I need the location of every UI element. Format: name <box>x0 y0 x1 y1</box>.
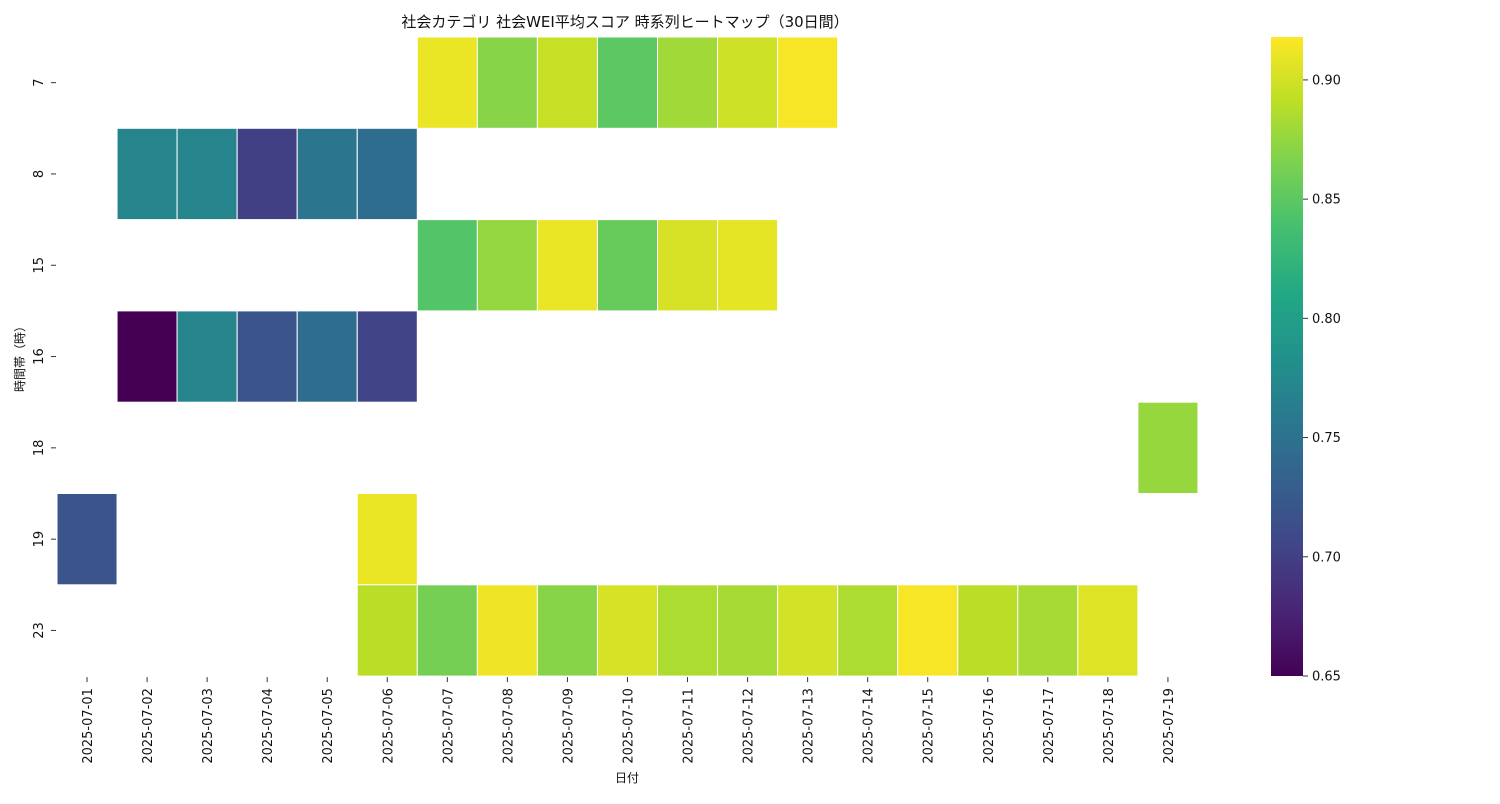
heatmap-cell <box>596 36 659 129</box>
y-tick-label: 18 <box>32 440 47 457</box>
heatmap-cell <box>416 584 478 677</box>
heatmap-cell <box>176 310 238 403</box>
heatmap-cell <box>416 219 478 312</box>
x-tick-label: 2025-07-10 <box>621 688 636 764</box>
y-tick-label: 19 <box>32 531 47 548</box>
heatmap-cell <box>56 493 118 586</box>
x-tick-label: 2025-07-14 <box>862 688 877 764</box>
heatmap-cell <box>476 584 538 677</box>
heatmap-cell <box>657 219 719 312</box>
x-tick-label: 2025-07-04 <box>261 688 276 764</box>
heatmap-cell <box>596 584 659 677</box>
heatmap-cell <box>1077 584 1139 677</box>
heatmap-cell <box>536 219 598 312</box>
heatmap-cells <box>56 36 1199 677</box>
x-tick-label: 2025-07-16 <box>982 688 997 764</box>
x-axis: 2025-07-01 2025-07-02 2025-07-03 2025-07-04… <box>81 677 1177 764</box>
heatmap-cell <box>116 310 178 403</box>
chart-title: 社会カテゴリ 社会WEI平均スコア 時系列ヒートマップ（30日間） <box>401 13 848 31</box>
heatmap-cell <box>837 584 899 677</box>
x-tick-label: 2025-07-02 <box>141 688 156 764</box>
heatmap-cell <box>236 310 298 403</box>
heatmap-cell <box>416 36 478 129</box>
heatmap-cell <box>476 36 538 129</box>
heatmap-cell <box>1017 584 1079 677</box>
x-tick-label: 2025-07-18 <box>1102 688 1117 764</box>
heatmap-cell <box>536 584 598 677</box>
y-tick-label: 7 <box>32 79 47 87</box>
x-tick-label: 2025-07-17 <box>1042 688 1057 764</box>
y-axis-label: 時間帯（時） <box>13 320 27 392</box>
x-tick-label: 2025-07-01 <box>81 688 96 764</box>
colorbar-tick-label: 0.70 <box>1312 550 1341 565</box>
heatmap-cell <box>176 127 238 221</box>
colorbar-tick-label: 0.80 <box>1312 312 1341 327</box>
heatmap-cell <box>957 584 1019 677</box>
heatmap-cell <box>657 584 719 677</box>
heatmap-cell <box>296 310 358 403</box>
heatmap-cell <box>356 584 418 677</box>
heatmap-cell <box>717 584 779 677</box>
heatmap-cell <box>1137 401 1199 495</box>
colorbar-tick-label: 0.75 <box>1312 431 1341 446</box>
heatmap-cell <box>777 584 839 677</box>
y-tick-label: 15 <box>32 257 47 274</box>
y-tick-label: 8 <box>32 170 47 178</box>
heatmap-cell <box>596 219 659 312</box>
x-tick-label: 2025-07-05 <box>321 688 336 764</box>
x-tick-label: 2025-07-11 <box>682 688 697 764</box>
colorbar-tick-label: 0.65 <box>1312 670 1341 685</box>
x-tick-label: 2025-07-12 <box>742 688 757 764</box>
x-tick-label: 2025-07-13 <box>802 688 817 764</box>
x-axis-label: 日付 <box>615 771 639 785</box>
heatmap-cell <box>717 219 779 312</box>
heatmap-cell <box>476 219 538 312</box>
colorbar-tick-label: 0.90 <box>1312 73 1341 88</box>
heatmap-cell <box>116 127 178 221</box>
x-tick-label: 2025-07-03 <box>201 688 216 764</box>
heatmap-cell <box>236 127 298 221</box>
y-tick-label: 16 <box>32 348 47 365</box>
heatmap-cell <box>296 127 358 221</box>
heatmap-cell <box>536 36 598 129</box>
heatmap-cell <box>657 36 719 129</box>
x-tick-label: 2025-07-07 <box>441 688 456 764</box>
x-tick-label: 2025-07-09 <box>561 688 576 764</box>
x-tick-label: 2025-07-15 <box>922 688 937 764</box>
colorbar-gradient <box>1271 37 1303 676</box>
heatmap-cell <box>777 36 839 129</box>
x-tick-label: 2025-07-19 <box>1162 688 1177 764</box>
x-tick-label: 2025-07-08 <box>501 688 516 764</box>
heatmap-cell <box>356 493 418 586</box>
y-tick-label: 23 <box>32 622 47 639</box>
colorbar-tick-label: 0.85 <box>1312 193 1341 208</box>
heatmap-cell <box>897 584 959 677</box>
colorbar: 0.65 0.70 0.75 0.80 0.85 0.90 <box>1271 37 1341 685</box>
heatmap-cell <box>356 310 418 403</box>
heatmap-cell <box>356 127 418 221</box>
heatmap-cell <box>717 36 779 129</box>
x-tick-label: 2025-07-06 <box>381 688 396 764</box>
y-axis: 7 8 15 16 18 19 23 <box>32 79 56 639</box>
